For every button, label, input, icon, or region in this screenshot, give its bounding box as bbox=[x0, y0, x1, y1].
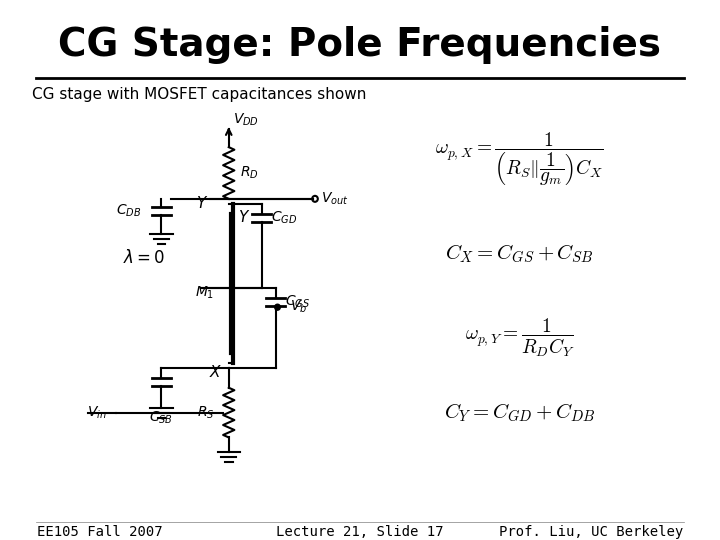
Text: $C_{GD}$: $C_{GD}$ bbox=[271, 210, 297, 226]
Text: $\lambda = 0$: $\lambda = 0$ bbox=[123, 249, 166, 267]
Text: $C_{SB}$: $C_{SB}$ bbox=[149, 409, 174, 426]
Text: $V_b$: $V_b$ bbox=[289, 299, 307, 315]
Text: Y: Y bbox=[196, 197, 205, 211]
Text: $C_Y = C_{GD} + C_{DB}$: $C_Y = C_{GD} + C_{DB}$ bbox=[444, 401, 595, 424]
Text: CG stage with MOSFET capacitances shown: CG stage with MOSFET capacitances shown bbox=[32, 87, 366, 102]
Text: $M_1$: $M_1$ bbox=[195, 285, 215, 301]
Text: $V_{in}$: $V_{in}$ bbox=[87, 404, 107, 421]
Text: CG Stage: Pole Frequencies: CG Stage: Pole Frequencies bbox=[58, 26, 662, 64]
Text: X: X bbox=[210, 366, 220, 380]
Text: $\omega_{p,X} = \dfrac{1}{\left(R_S \| \dfrac{1}{g_m}\right) C_X}$: $\omega_{p,X} = \dfrac{1}{\left(R_S \| \… bbox=[435, 131, 603, 187]
Text: Prof. Liu, UC Berkeley: Prof. Liu, UC Berkeley bbox=[499, 525, 683, 539]
Circle shape bbox=[275, 304, 280, 310]
Text: $C_X = C_{GS} + C_{SB}$: $C_X = C_{GS} + C_{SB}$ bbox=[445, 242, 594, 265]
Text: $V_{DD}$: $V_{DD}$ bbox=[233, 111, 259, 127]
Circle shape bbox=[312, 196, 318, 202]
Text: $\omega_{p,Y} = \dfrac{1}{R_D C_Y}$: $\omega_{p,Y} = \dfrac{1}{R_D C_Y}$ bbox=[464, 317, 575, 359]
Text: $V_{out}$: $V_{out}$ bbox=[320, 191, 348, 207]
Text: $R_D$: $R_D$ bbox=[240, 165, 258, 181]
Text: $C_{GS}$: $C_{GS}$ bbox=[285, 294, 310, 310]
Text: $C_{DB}$: $C_{DB}$ bbox=[116, 202, 141, 219]
Text: $R_S$: $R_S$ bbox=[197, 404, 214, 421]
Text: Lecture 21, Slide 17: Lecture 21, Slide 17 bbox=[276, 525, 444, 539]
Text: Y: Y bbox=[238, 210, 248, 225]
Text: EE105 Fall 2007: EE105 Fall 2007 bbox=[37, 525, 162, 539]
